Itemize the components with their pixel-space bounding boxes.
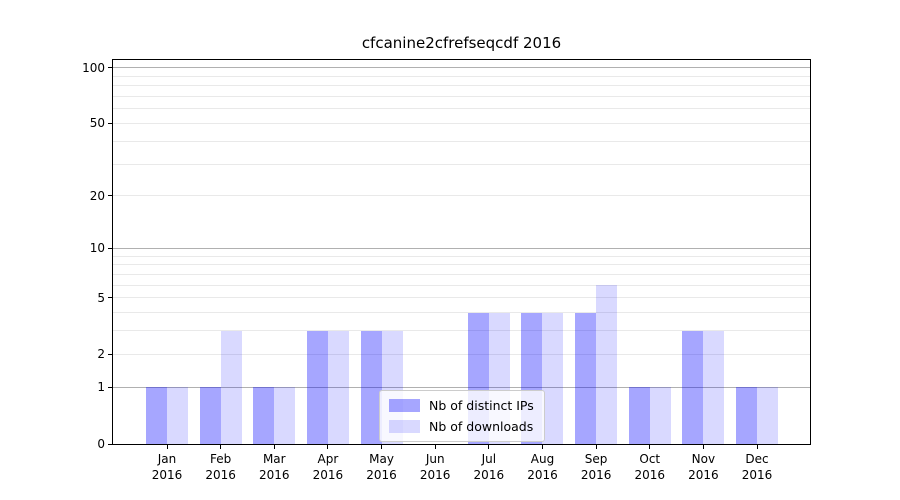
bar-downloads bbox=[703, 330, 725, 444]
major-gridline bbox=[113, 386, 810, 388]
x-axis-tick-label: Nov 2016 bbox=[688, 452, 719, 482]
bar-downloads bbox=[596, 285, 618, 444]
x-axis-tick-label: May 2016 bbox=[366, 452, 397, 482]
minor-gridline bbox=[113, 273, 810, 275]
y-axis-tick-label: 10 bbox=[89, 241, 105, 256]
y-axis-tick-label: 1 bbox=[97, 380, 105, 395]
bar-downloads bbox=[327, 330, 349, 444]
bar-distinct-ips bbox=[575, 312, 597, 444]
bar-downloads bbox=[542, 312, 564, 444]
bar-distinct-ips bbox=[360, 330, 382, 444]
minor-gridline bbox=[113, 353, 810, 355]
x-axis-tick bbox=[166, 445, 168, 449]
bar-distinct-ips bbox=[628, 387, 650, 444]
x-axis-tick bbox=[541, 445, 543, 449]
x-axis-tick-label: Aug 2016 bbox=[527, 452, 558, 482]
minor-gridline bbox=[113, 284, 810, 286]
y-axis-tick-label: 20 bbox=[89, 188, 105, 203]
x-axis-tick bbox=[649, 445, 651, 449]
bar-distinct-ips bbox=[736, 387, 758, 444]
minor-gridline bbox=[113, 75, 810, 77]
bar-downloads bbox=[757, 387, 779, 444]
legend-label-downloads: Nb of downloads bbox=[429, 419, 534, 434]
x-axis-tick-label: Jul 2016 bbox=[473, 452, 505, 482]
legend-item-distinct-ips: Nb of distinct IPs bbox=[389, 398, 534, 413]
legend-item-downloads: Nb of downloads bbox=[389, 419, 534, 434]
plot-area bbox=[112, 59, 811, 445]
minor-gridline bbox=[113, 140, 810, 142]
y-axis-tick bbox=[108, 195, 112, 197]
minor-gridline bbox=[113, 122, 810, 124]
minor-gridline bbox=[113, 108, 810, 110]
y-axis-tick bbox=[108, 386, 112, 388]
minor-gridline bbox=[113, 95, 810, 97]
x-axis-tick-label: Sep 2016 bbox=[580, 452, 612, 482]
y-axis-tick bbox=[108, 247, 112, 249]
minor-gridline bbox=[113, 255, 810, 257]
bar-distinct-ips bbox=[682, 330, 704, 444]
x-axis-tick-label: Mar 2016 bbox=[258, 452, 290, 482]
y-axis-tick bbox=[108, 67, 112, 69]
chart-title: cfcanine2cfrefseqcdf 2016 bbox=[361, 34, 562, 52]
x-axis-tick bbox=[702, 445, 704, 449]
bar-distinct-ips bbox=[199, 387, 221, 444]
x-axis-tick-label: Oct 2016 bbox=[634, 452, 666, 482]
y-axis-tick bbox=[108, 297, 112, 299]
legend-swatch-downloads bbox=[389, 420, 420, 433]
minor-gridline bbox=[113, 195, 810, 197]
bar-distinct-ips bbox=[306, 330, 328, 444]
y-axis-tick-label: 2 bbox=[97, 347, 105, 362]
x-axis-tick-label: Apr 2016 bbox=[312, 452, 344, 482]
x-axis-tick-label: Feb 2016 bbox=[205, 452, 236, 482]
x-axis-tick bbox=[220, 445, 222, 449]
x-axis-tick bbox=[327, 445, 329, 449]
x-axis-tick-label: Jun 2016 bbox=[419, 452, 451, 482]
bar-distinct-ips bbox=[253, 387, 275, 444]
y-axis-tick bbox=[108, 353, 112, 355]
y-axis-tick-label: 0 bbox=[97, 437, 105, 451]
minor-gridline bbox=[113, 85, 810, 87]
bar-downloads bbox=[274, 387, 296, 444]
x-axis-tick bbox=[488, 445, 490, 449]
x-axis-tick bbox=[273, 445, 275, 449]
y-axis-tick-label: 50 bbox=[89, 116, 105, 131]
y-axis-tick-label: 100 bbox=[82, 60, 105, 75]
legend-label-distinct-ips: Nb of distinct IPs bbox=[429, 398, 534, 413]
minor-gridline bbox=[113, 312, 810, 314]
major-gridline bbox=[113, 247, 810, 249]
bar-distinct-ips bbox=[146, 387, 167, 444]
y-axis-tick bbox=[108, 122, 112, 124]
legend-swatch-distinct-ips bbox=[389, 399, 420, 412]
bar-downloads bbox=[649, 387, 671, 444]
x-axis-tick bbox=[595, 445, 597, 449]
x-axis-tick bbox=[756, 445, 758, 449]
bar-downloads bbox=[220, 330, 242, 444]
minor-gridline bbox=[113, 264, 810, 266]
y-axis-tick bbox=[108, 443, 112, 445]
minor-gridline bbox=[113, 297, 810, 299]
x-axis-tick bbox=[381, 445, 383, 449]
x-axis-tick-label: Dec 2016 bbox=[741, 452, 773, 482]
minor-gridline bbox=[113, 330, 810, 332]
x-axis-tick bbox=[434, 445, 436, 449]
minor-gridline bbox=[113, 163, 810, 165]
legend: Nb of distinct IPs Nb of downloads bbox=[379, 390, 545, 442]
x-axis-tick-label: Jan 2016 bbox=[151, 452, 183, 482]
bar-downloads bbox=[167, 387, 188, 444]
major-gridline bbox=[113, 67, 810, 69]
y-axis-tick-label: 5 bbox=[97, 290, 105, 305]
